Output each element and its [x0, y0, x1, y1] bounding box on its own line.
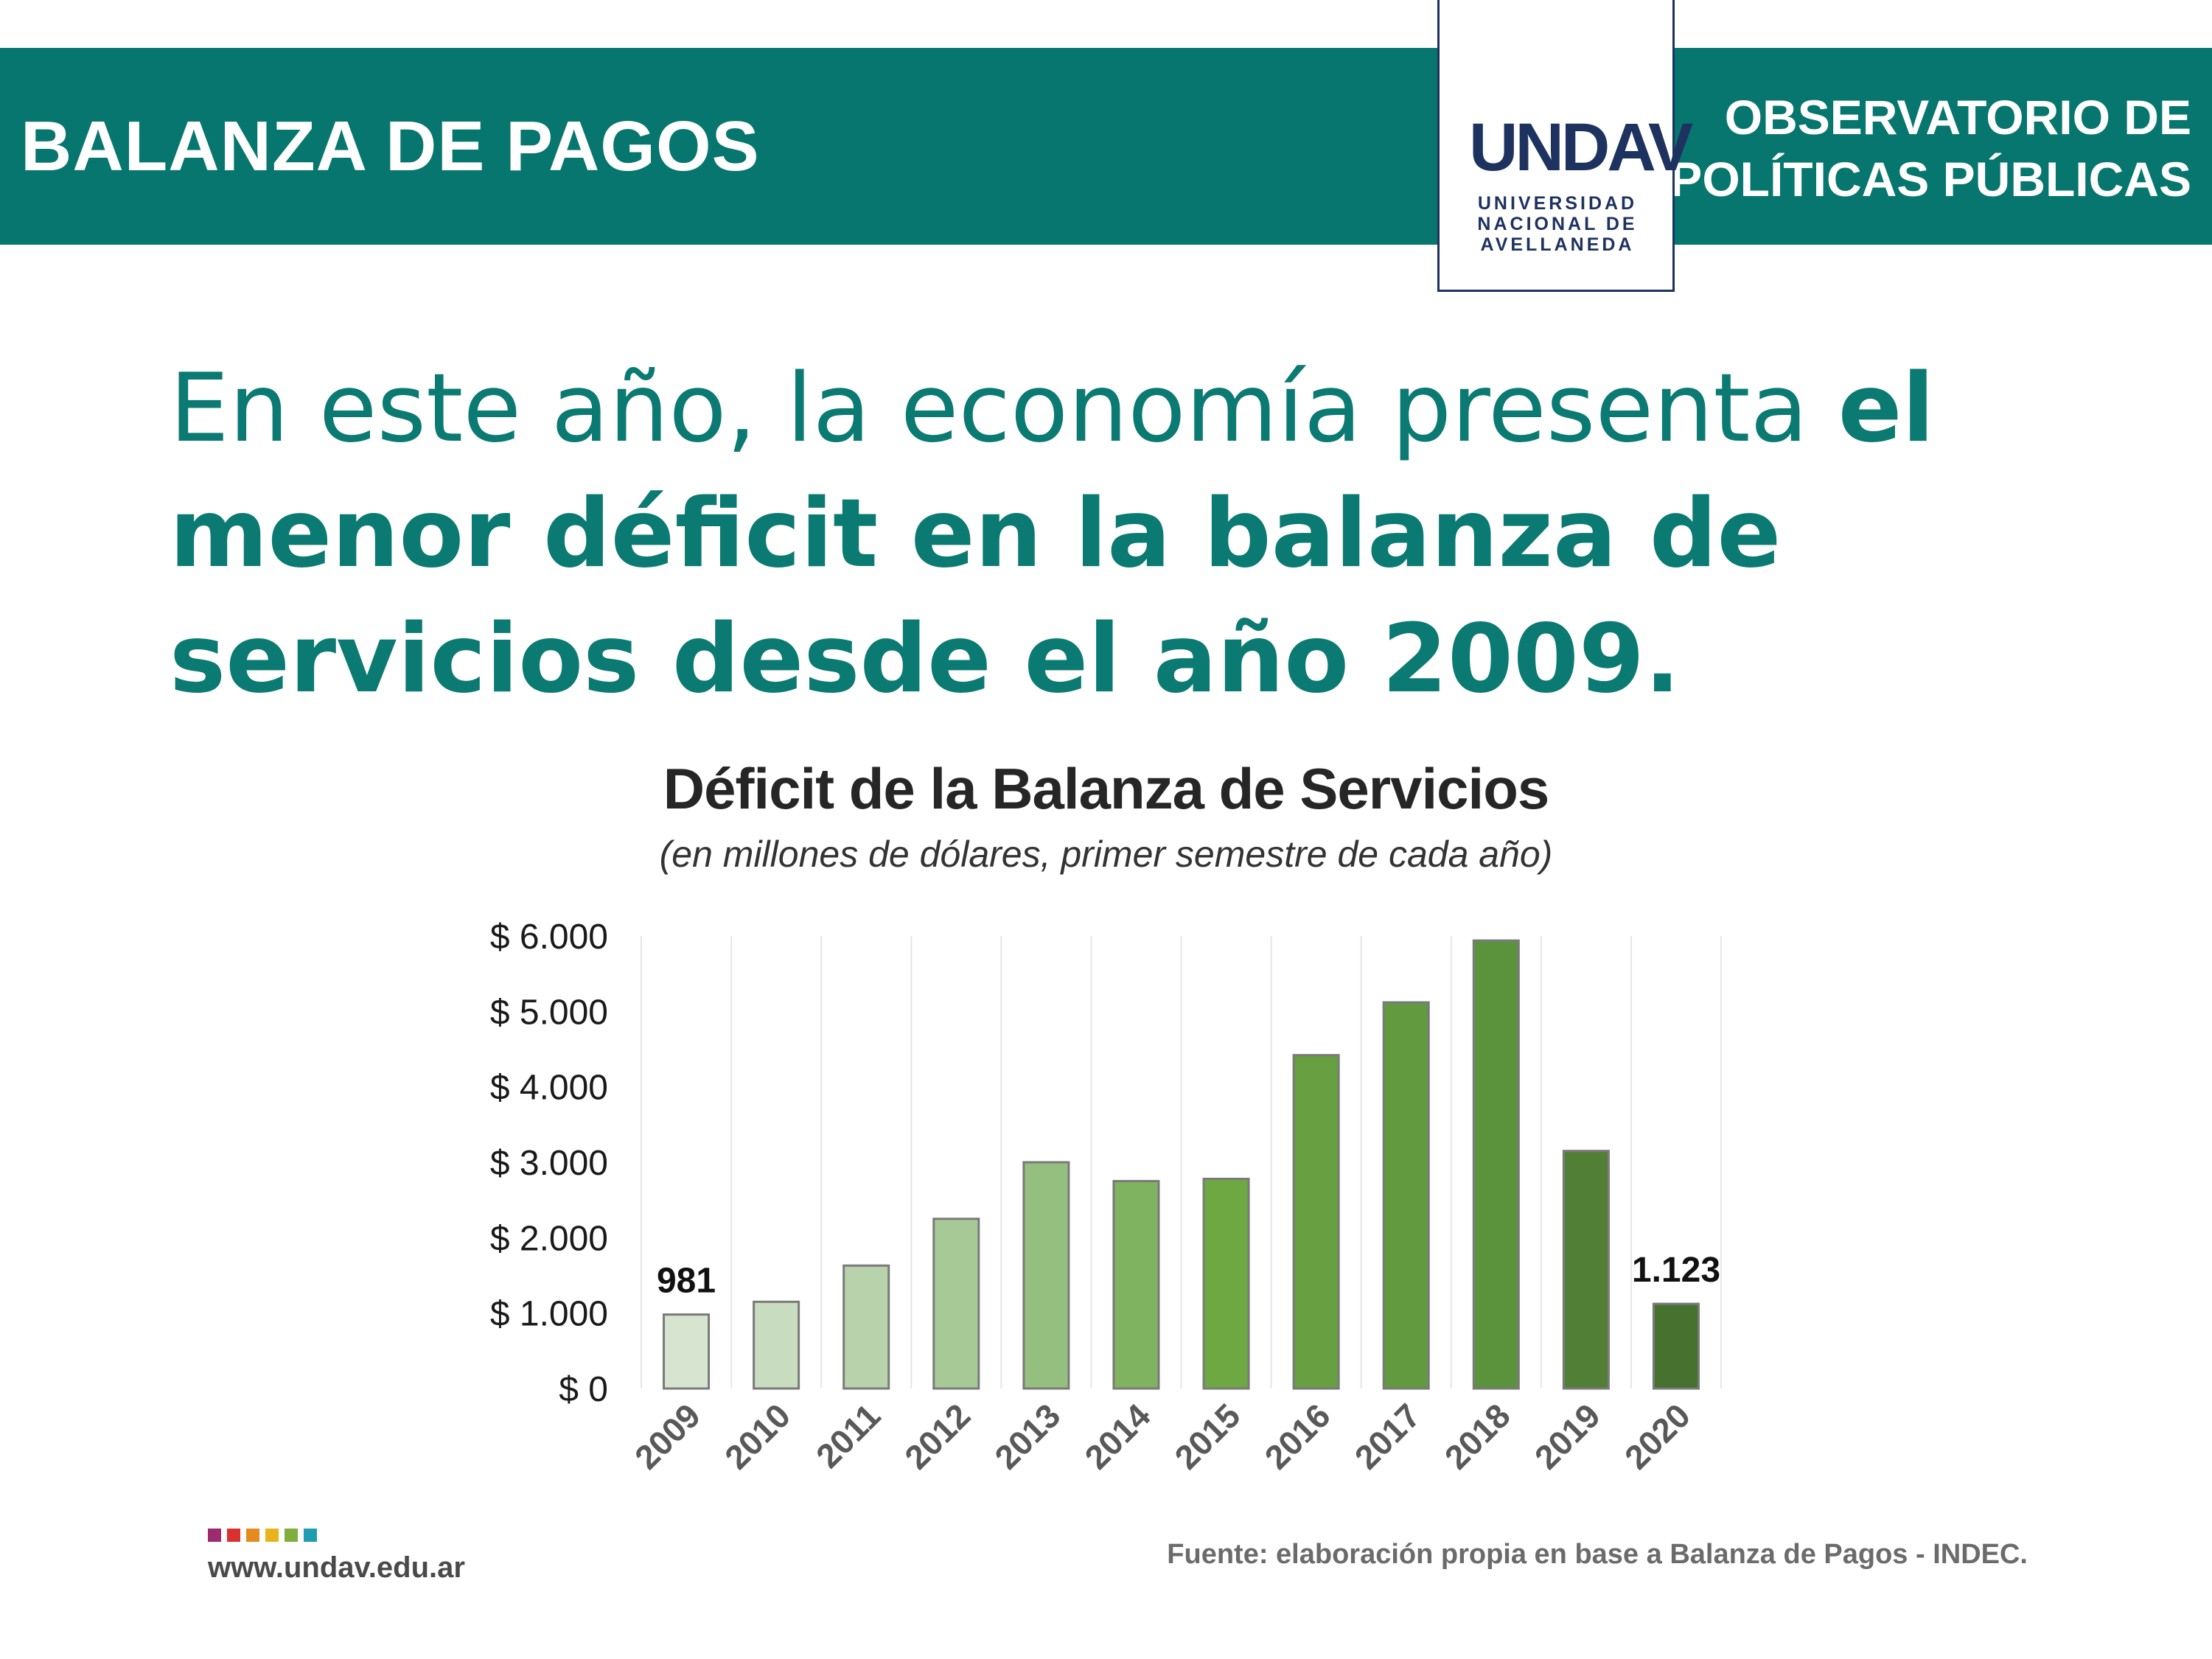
data-label: 1.123 — [1632, 1251, 1720, 1290]
observatorio-line-1: OBSERVATORIO DE — [1724, 90, 2191, 144]
bar-2019 — [1562, 1150, 1610, 1390]
bar-2009 — [663, 1313, 711, 1390]
brand-color-dots — [208, 1529, 323, 1546]
footer-url[interactable]: www.undav.edu.ar — [208, 1551, 465, 1584]
footer-source: Fuente: elaboración propia en base a Bal… — [1167, 1539, 2028, 1570]
bar-2010 — [753, 1300, 800, 1390]
x-tick-label: 2014 — [1077, 1396, 1157, 1476]
brand-dot — [227, 1529, 240, 1542]
x-tick-label: 2009 — [627, 1396, 708, 1476]
x-tick-label: 2010 — [717, 1396, 798, 1476]
x-tick-label: 2016 — [1257, 1396, 1338, 1476]
brand-dot — [304, 1529, 317, 1542]
bar-2012 — [932, 1218, 980, 1390]
x-tick-label: 2019 — [1527, 1396, 1608, 1476]
logo-line-2: NACIONAL DE — [1477, 214, 1638, 234]
chart-subtitle: (en millones de dólares, primer semestre… — [659, 834, 1553, 875]
bar-2020 — [1652, 1302, 1700, 1390]
bar-2016 — [1292, 1054, 1340, 1390]
bar-2011 — [842, 1264, 890, 1390]
logo-line-1: UNIVERSIDAD — [1477, 193, 1638, 214]
x-tick-label: 2013 — [987, 1396, 1067, 1476]
y-tick-label: $ 1.000 — [490, 1295, 608, 1334]
bar-2014 — [1112, 1180, 1160, 1390]
brand-dot — [208, 1529, 221, 1542]
undav-logo: UNDAV UNIVERSIDAD NACIONAL DE AVELLANEDA — [1437, 0, 1693, 292]
x-tick-label: 2015 — [1167, 1396, 1247, 1476]
x-tick-label: 2017 — [1347, 1396, 1428, 1476]
logo-line-3: AVELLANEDA — [1480, 234, 1635, 255]
brand-dot — [285, 1529, 298, 1542]
brand-dot — [246, 1529, 259, 1542]
observatorio-title: OBSERVATORIO DE POLÍTICAS PÚBLICAS — [1661, 86, 2191, 210]
data-label: 981 — [657, 1262, 716, 1301]
header-banner: BALANZA DE PAGOS OBSERVATORIO DE POLÍTIC… — [0, 48, 2212, 245]
x-tick-label: 2018 — [1437, 1396, 1518, 1476]
y-tick-label: $ 4.000 — [490, 1069, 608, 1108]
headline-bold: el menor déficit en la balanza de servic… — [170, 354, 1935, 714]
y-tick-label: $ 0 — [559, 1370, 608, 1409]
headline-light: En este año, la economía presenta — [170, 354, 1838, 464]
observatorio-line-2: POLÍTICAS PÚBLICAS — [1670, 152, 2191, 206]
bar-2015 — [1202, 1178, 1250, 1390]
x-tick-label: 2012 — [897, 1396, 977, 1476]
section-title: BALANZA DE PAGOS — [21, 107, 760, 186]
y-tick-label: $ 3.000 — [490, 1144, 608, 1183]
bar-2018 — [1472, 939, 1520, 1390]
chart-title: Déficit de la Balanza de Servicios — [663, 756, 1550, 821]
bar-2017 — [1382, 1001, 1430, 1390]
undav-logo-text: UNIVERSIDAD NACIONAL DE AVELLANEDA — [1462, 193, 1653, 255]
x-tick-label: 2011 — [809, 1396, 887, 1475]
y-tick-label: $ 6.000 — [490, 918, 608, 957]
x-tick-label: 2020 — [1617, 1396, 1698, 1476]
brand-dot — [265, 1529, 279, 1542]
y-tick-label: $ 5.000 — [490, 993, 608, 1032]
bar-2013 — [1022, 1161, 1070, 1390]
y-tick-label: $ 2.000 — [490, 1219, 608, 1258]
headline: En este año, la economía presenta el men… — [170, 346, 2123, 722]
